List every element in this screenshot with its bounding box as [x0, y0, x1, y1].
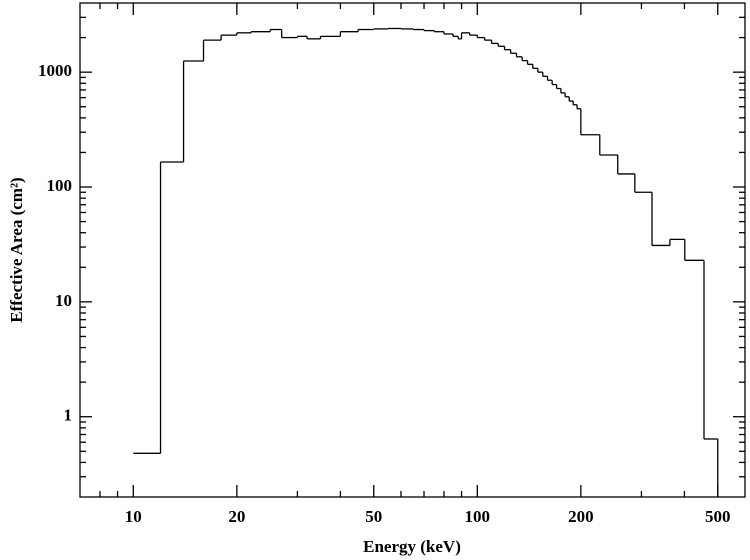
- x-tick-label: 20: [228, 507, 245, 526]
- plot-frame: [79, 2, 746, 498]
- y-axis-title: Effective Area (cm²): [7, 177, 26, 322]
- y-tick-label: 100: [47, 176, 73, 195]
- y-tick-label: 1: [64, 406, 73, 425]
- x-tick-label: 500: [705, 507, 731, 526]
- y-tick-label: 10: [55, 291, 72, 310]
- x-tick-label: 200: [568, 507, 594, 526]
- x-tick-label: 100: [465, 507, 491, 526]
- x-tick-label: 10: [125, 507, 142, 526]
- x-tick-label: 50: [365, 507, 382, 526]
- x-axis-title: Energy (keV): [363, 537, 461, 556]
- y-tick-label: 1000: [38, 61, 72, 80]
